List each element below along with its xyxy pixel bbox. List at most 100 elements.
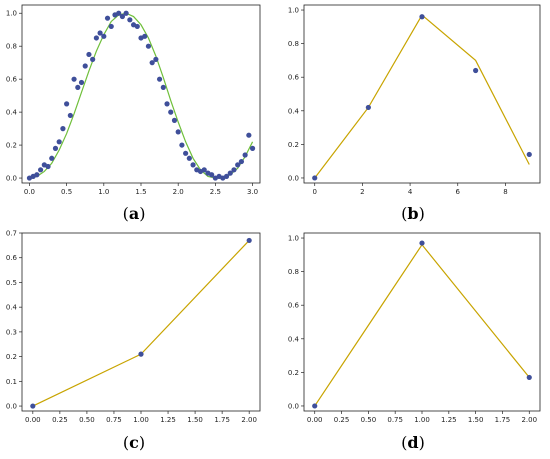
data-point [60, 126, 66, 132]
x-tick-label: 2 [360, 188, 364, 196]
y-tick-label: 0.2 [288, 141, 299, 149]
chart-panel-c: 0.00 0.25 0.50 0.75 1.00 1.25 1.50 1.75 2.00 0.0 0… [6, 230, 261, 424]
data-point [64, 101, 70, 107]
y-tick-label: 0.6 [288, 302, 300, 310]
data-point [78, 79, 85, 86]
y-tick-label: 0.2 [288, 369, 299, 377]
x-tick-label: 0.50 [361, 416, 377, 424]
y-tick-label: 1.0 [288, 235, 299, 243]
data-point [156, 76, 163, 82]
data-point [90, 56, 96, 62]
x-tick-label: 3.0 [247, 188, 258, 196]
data-point [30, 403, 36, 409]
caption-a-close: ) [139, 204, 146, 223]
caption-b-open: ( [401, 204, 408, 223]
data-point [160, 84, 166, 91]
data-point [142, 33, 148, 39]
data-point [183, 150, 189, 156]
caption-b-close: ) [418, 204, 425, 223]
chart-panel-a: 0.0 0.5 1.0 1.5 2.0 2.5 3.0 0.0 0.2 0.4 0.6 0.8 1.0 [6, 4, 261, 196]
x-tick-label: 1.50 [187, 416, 203, 424]
x-tick-label: 1.75 [495, 416, 511, 424]
x-tick-label: 0.25 [52, 416, 68, 424]
x-tick-label: 1.0 [98, 188, 109, 196]
y-tick-label: 0.6 [288, 74, 300, 82]
data-point [179, 142, 185, 148]
x-tick-label: 4 [408, 188, 413, 196]
x-tick-label: 0.0 [24, 188, 35, 196]
x-tick-label: 1.00 [133, 416, 149, 424]
data-point [97, 30, 103, 36]
y-tick-label: 0.4 [288, 107, 300, 115]
data-point [246, 237, 252, 244]
data-point [82, 63, 88, 69]
data-point [119, 13, 126, 20]
y-tick-label: 0.5 [6, 279, 17, 287]
data-point [45, 163, 51, 170]
x-tick-label: 0.25 [334, 416, 350, 424]
data-point [190, 162, 196, 168]
x-tick-label: 1.25 [441, 416, 457, 424]
data-point [34, 172, 40, 178]
x-tick-label: 1.25 [160, 416, 176, 424]
caption-c-close: ) [138, 433, 146, 452]
data-point [164, 101, 170, 107]
data-point [168, 109, 174, 115]
plot-frame [303, 232, 541, 412]
y-tick-label: 0.0 [288, 174, 299, 182]
caption-b-letter: b [407, 204, 419, 223]
x-tick-label: 2.5 [210, 188, 221, 196]
caption-d-letter: d [407, 433, 419, 452]
caption-c: (c) [123, 433, 145, 452]
data-point [242, 152, 248, 158]
data-point [419, 14, 425, 20]
data-point [473, 67, 479, 74]
data-point [419, 240, 425, 246]
data-point [49, 155, 55, 161]
caption-d: (d) [401, 433, 425, 452]
data-point [75, 84, 81, 91]
y-tick-label: 0.6 [6, 254, 18, 262]
data-point [101, 33, 107, 39]
x-tick-label: 2.00 [521, 416, 537, 424]
data-point [127, 17, 133, 23]
x-tick-label: 0 [312, 188, 316, 196]
caption-c-letter: c [129, 433, 139, 452]
data-point [526, 151, 532, 158]
data-point [201, 167, 207, 173]
data-point [235, 162, 241, 168]
data-point [175, 129, 181, 135]
caption-d-close: ) [418, 433, 425, 452]
data-point [312, 175, 318, 181]
plot-frame [21, 232, 261, 412]
x-tick-label: 6 [456, 188, 461, 196]
x-tick-label: 1.00 [414, 416, 430, 424]
y-tick-label: 0.6 [6, 76, 18, 84]
data-point [153, 56, 159, 62]
data-point [108, 23, 114, 30]
x-tick-label: 0.00 [307, 416, 323, 424]
x-tick-label: 1.50 [468, 416, 484, 424]
data-point [37, 167, 44, 173]
y-tick-label: 0.8 [6, 43, 17, 51]
series-line [314, 243, 530, 407]
data-point [223, 173, 230, 180]
x-tick-label: 0.50 [79, 416, 95, 424]
data-point [526, 374, 532, 381]
x-tick-label: 0.75 [106, 416, 122, 424]
y-tick-label: 0.2 [6, 142, 17, 150]
chart-panel-b: 0 2 4 6 8 0.0 0.2 0.4 0.6 0.8 1.0 [288, 4, 541, 196]
data-point [116, 10, 122, 16]
caption-c-open: ( [122, 433, 130, 452]
y-tick-label: 0.3 [6, 328, 17, 336]
plot-frame [303, 4, 541, 184]
data-point [145, 43, 152, 49]
chart-panel-d: 0.00 0.25 0.50 0.75 1.00 1.25 1.50 1.75 2.00 0.0 0… [288, 232, 541, 424]
data-point [249, 145, 256, 151]
data-point [123, 10, 129, 16]
y-tick-label: 0.8 [288, 268, 299, 276]
y-tick-label: 0.4 [6, 109, 18, 117]
y-tick-label: 1.0 [6, 10, 17, 18]
plot-frame [21, 4, 261, 184]
y-tick-label: 0.4 [6, 304, 18, 312]
